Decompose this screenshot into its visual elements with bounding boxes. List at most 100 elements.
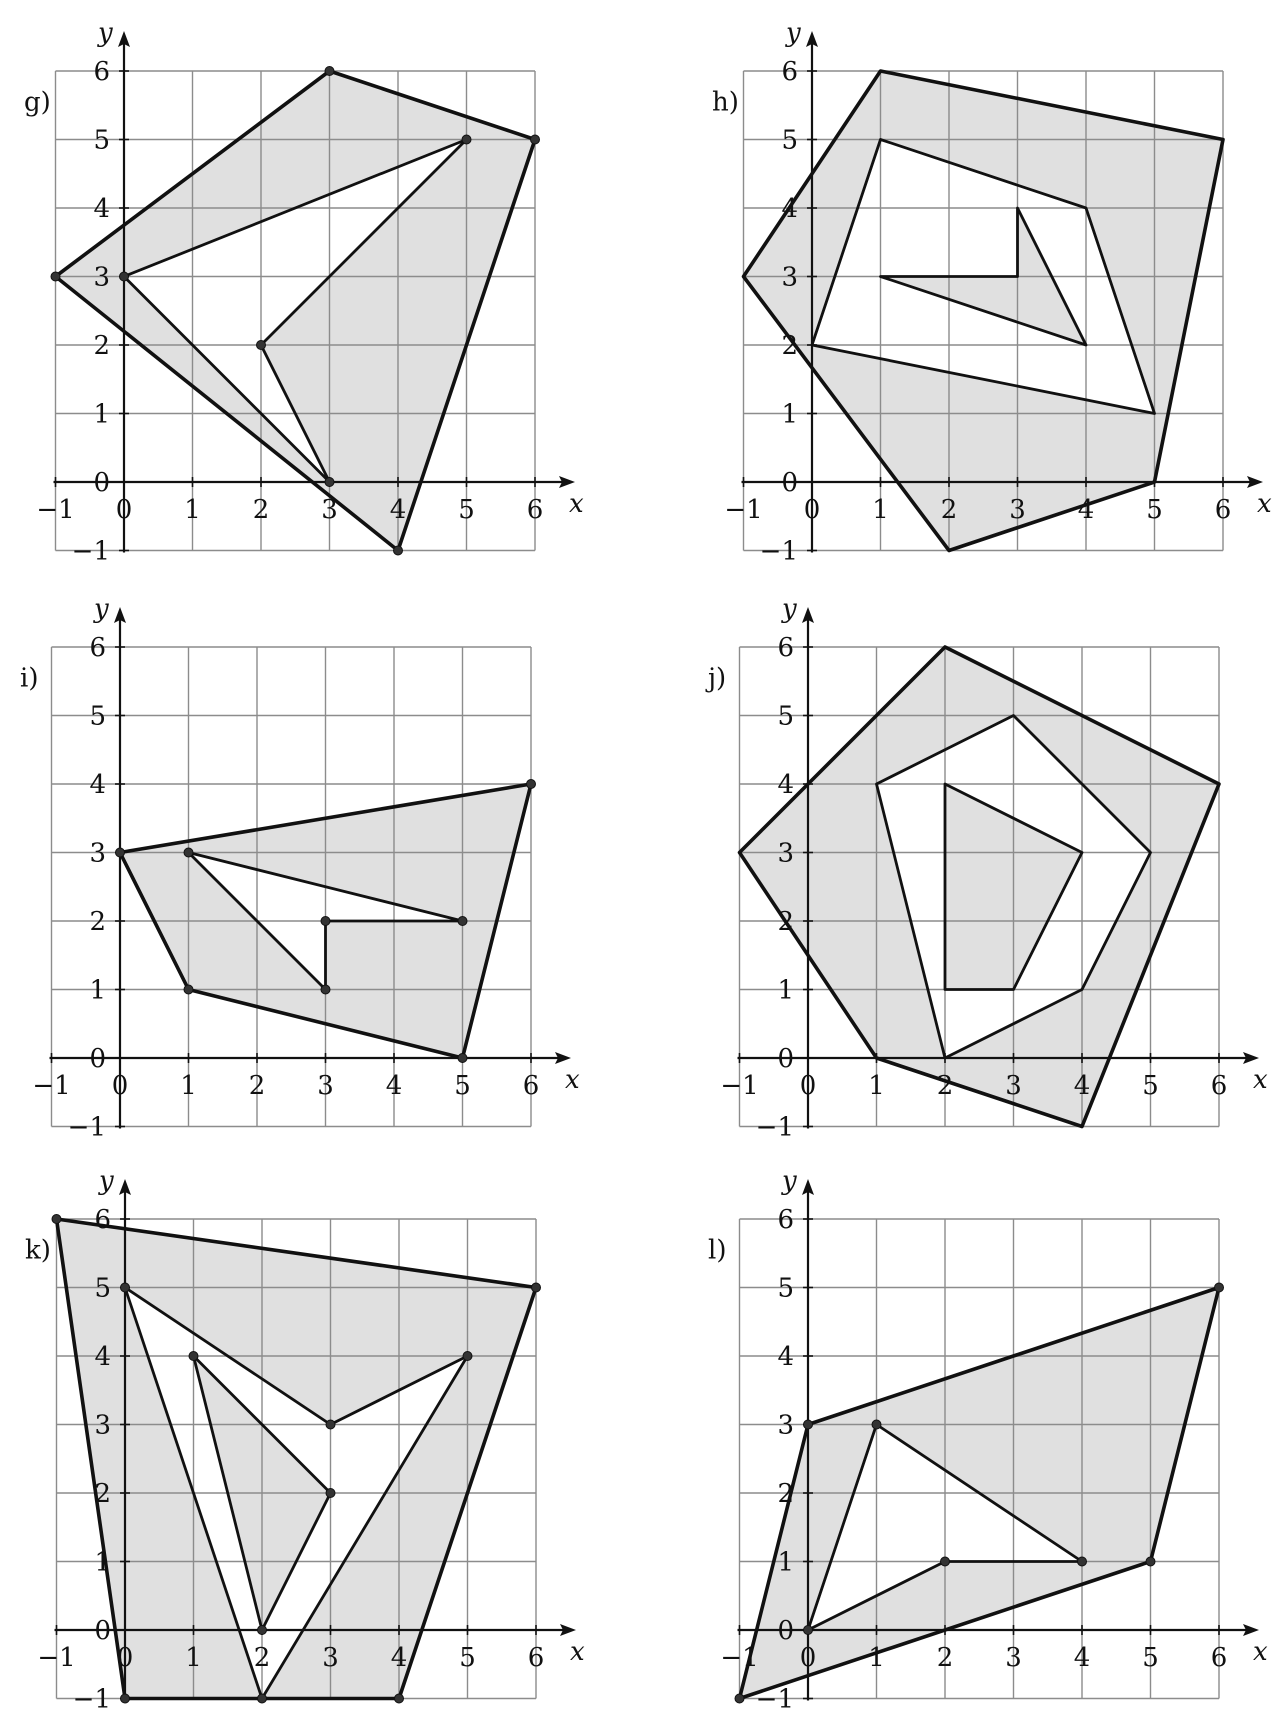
y-tick-label: 6 [93,57,110,87]
vertex-point [324,66,335,76]
y-axis-label: y [781,594,797,624]
y-axis-label: y [98,1166,114,1196]
vertex-point [393,545,403,556]
y-tick-label: 6 [94,1205,111,1235]
vertex-point [257,1693,267,1704]
y-tick-label: 4 [94,1342,111,1372]
x-tick-label: 6 [1211,1643,1228,1673]
vertex-point [325,1419,336,1430]
x-tick-label: 0 [112,1071,129,1101]
y-axis-arrow [806,31,818,47]
y-tick-label: 2 [781,331,798,361]
vertex-point [115,847,125,858]
y-tick-label: 6 [777,1205,794,1235]
y-tick-label: 0 [89,1044,106,1074]
vertex-point [256,340,266,350]
x-tick-label: 1 [868,1071,885,1101]
x-tick-label: 2 [253,495,270,525]
vertex-point [325,1488,336,1498]
x-tick-label: 1 [184,495,201,525]
x-axis-label: x [1257,489,1272,519]
x-tick-label: 5 [1142,1071,1159,1101]
vertex-point [803,1419,813,1430]
y-tick-label: 2 [93,331,110,361]
island-polygon [879,206,1088,347]
vertex-point [871,1419,882,1430]
y-tick-label: 3 [781,263,798,293]
y-axis-arrow [802,1179,814,1195]
x-tick-label: 3 [322,1643,339,1673]
y-tick-label: −1 [72,537,110,567]
x-tick-label: 2 [941,495,958,525]
outer-polygon [741,69,1225,553]
y-tick-label: 5 [777,702,794,732]
y-tick-label: 4 [89,770,106,800]
x-axis-label: x [569,489,584,519]
x-axis-label: x [1253,1637,1268,1667]
x-tick-label: 3 [1005,1643,1022,1673]
y-axis-label: y [97,18,113,48]
y-axis-arrow [118,31,130,47]
x-tick-label: 2 [937,1071,954,1101]
y-tick-label: 5 [94,1274,111,1304]
x-axis-label: x [565,1065,580,1095]
panel-label: k) [25,1236,51,1266]
vertex-point [461,134,472,145]
x-tick-label: 3 [317,1071,334,1101]
x-axis-label: x [1253,1065,1268,1095]
x-tick-label: 1 [868,1643,885,1673]
vertex-point [531,1282,541,1293]
y-tick-label: 0 [93,468,110,498]
shaded-region [739,647,1219,1127]
vertex-point [526,779,536,789]
x-tick-label: 3 [1009,495,1026,525]
x-tick-label: −1 [32,1071,70,1101]
x-tick-label: 5 [459,1643,476,1673]
y-tick-label: 4 [93,194,110,224]
y-tick-label: 1 [777,1548,794,1578]
x-tick-label: 4 [1074,1643,1091,1673]
vertex-point [734,1693,745,1704]
x-tick-label: 1 [185,1643,202,1673]
vertex-point [183,984,194,995]
y-axis-arrow [114,607,126,623]
x-axis-arrow [1247,476,1263,488]
y-tick-label: 3 [94,1411,111,1441]
x-tick-label: 6 [528,1643,545,1673]
y-tick-label: 1 [89,976,106,1006]
y-axis-label: y [93,594,109,624]
vertex-point [457,916,468,926]
y-tick-label: 5 [777,1274,794,1304]
y-tick-label: 3 [89,839,106,869]
panel-label: i) [20,664,38,694]
x-tick-label: 0 [804,495,821,525]
vertex-point [457,1053,468,1063]
x-axis-arrow [560,1624,576,1636]
x-tick-label: 5 [1142,1643,1159,1673]
y-tick-label: 1 [781,400,798,430]
y-tick-label: −1 [760,537,798,567]
x-tick-label: 6 [1215,495,1232,525]
vertex-point [462,1351,473,1361]
vertex-point [1077,1556,1087,1567]
x-tick-label: 2 [937,1643,954,1673]
vertex-point [188,1351,199,1361]
panel-label: h) [712,88,739,118]
vertex-point [324,477,335,487]
vertex-point [257,1625,267,1635]
vertex-point [51,1214,62,1224]
vertex-point [120,1693,130,1704]
outer-polygon [737,645,1221,1129]
y-tick-label: 5 [89,702,106,732]
vertex-point [183,847,194,858]
vertex-point [394,1693,404,1704]
panel-label: l) [708,1236,726,1266]
x-tick-label: 5 [458,495,475,525]
y-tick-label: 0 [777,1616,794,1646]
y-tick-label: 3 [777,1411,794,1441]
